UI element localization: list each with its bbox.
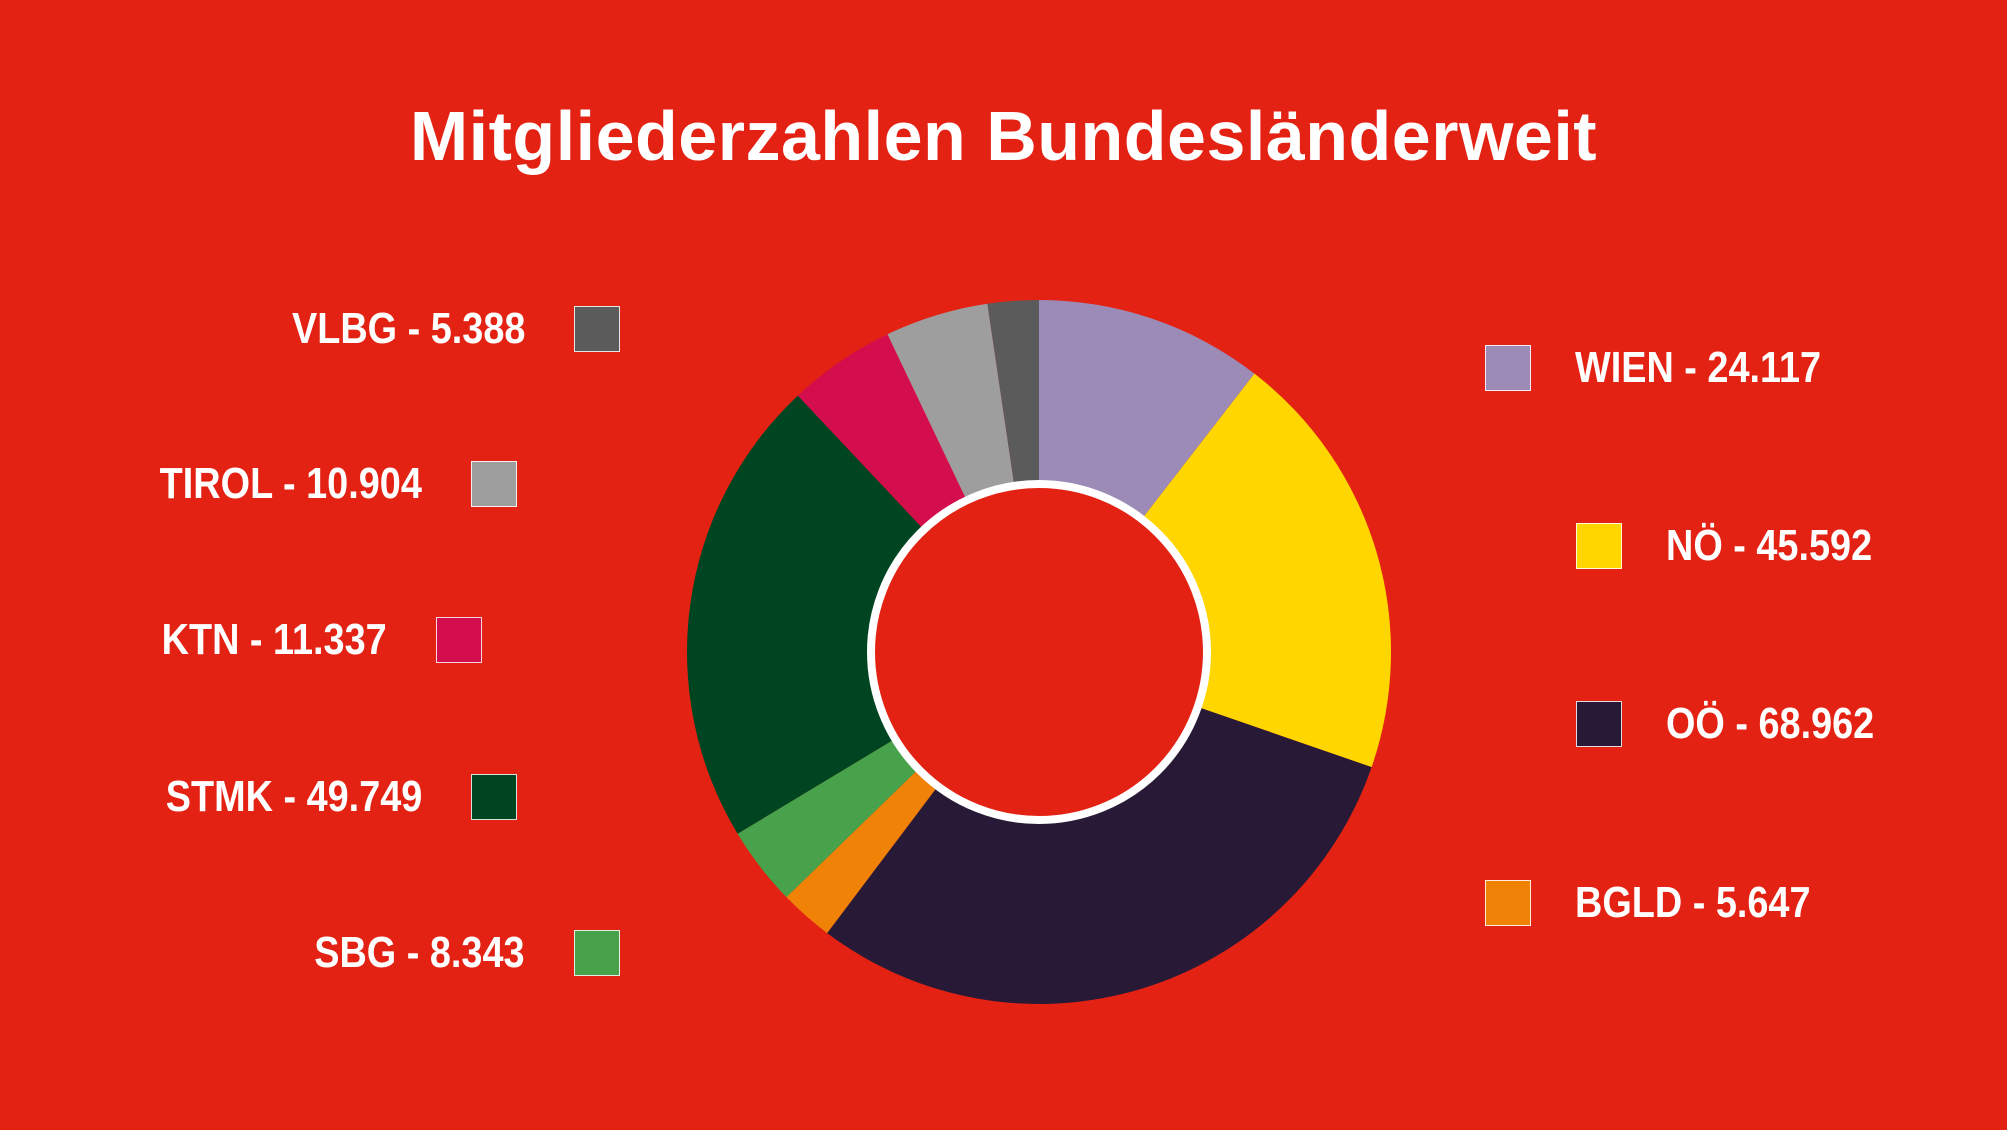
legend-swatch [1485, 880, 1531, 926]
legend-label: STMK - 49.749 [165, 772, 422, 821]
legend-label: KTN - 11.337 [161, 615, 387, 664]
legend-item-bgld: BGLD - 5.647 [1485, 880, 1905, 926]
legend-swatch [436, 617, 482, 663]
pie-slice-vlbg [987, 300, 1039, 486]
legend-swatch [471, 461, 517, 507]
pie-slice-stmk [687, 395, 924, 834]
legend-item-ktn: KTN - 11.337 [0, 617, 482, 663]
pie-slice-ktn [797, 334, 967, 530]
pie-slice-noe [1141, 373, 1391, 768]
pie-slice-tirol [887, 303, 1015, 501]
pie-slice-sbg [737, 738, 919, 898]
donut-center-ring [867, 480, 1211, 824]
legend-item-tirol: TIROL - 10.904 [17, 461, 517, 507]
legend-swatch [1576, 523, 1622, 569]
legend-item-noe: NÖ - 45.592 [1576, 523, 1996, 569]
legend-swatch [1485, 345, 1531, 391]
chart-title: Mitgliederzahlen Bundesländerweit [409, 97, 1598, 175]
legend-item-vlbg: VLBG - 5.388 [120, 306, 620, 352]
legend-item-ooe: OÖ - 68.962 [1576, 701, 1996, 747]
legend-swatch [574, 306, 620, 352]
legend-swatch [471, 774, 517, 820]
legend-item-sbg: SBG - 8.343 [120, 930, 620, 976]
pie-slice-bgld [786, 769, 938, 934]
legend-label: WIEN - 24.117 [1575, 343, 1822, 392]
legend-label: SBG - 8.343 [314, 928, 525, 977]
legend-item-wien: WIEN - 24.117 [1485, 345, 1905, 391]
legend-label: TIROL - 10.904 [159, 459, 422, 508]
legend-label: VLBG - 5.388 [291, 304, 525, 353]
legend-label: BGLD - 5.647 [1575, 878, 1811, 927]
legend-swatch [574, 930, 620, 976]
legend-swatch [1576, 701, 1622, 747]
legend-label: OÖ - 68.962 [1666, 699, 1875, 748]
legend-label: NÖ - 45.592 [1666, 521, 1873, 570]
pie-slice-wien [1039, 300, 1255, 520]
pie-slice-ooe [827, 706, 1372, 1004]
legend-item-stmk: STMK - 49.749 [17, 774, 517, 820]
